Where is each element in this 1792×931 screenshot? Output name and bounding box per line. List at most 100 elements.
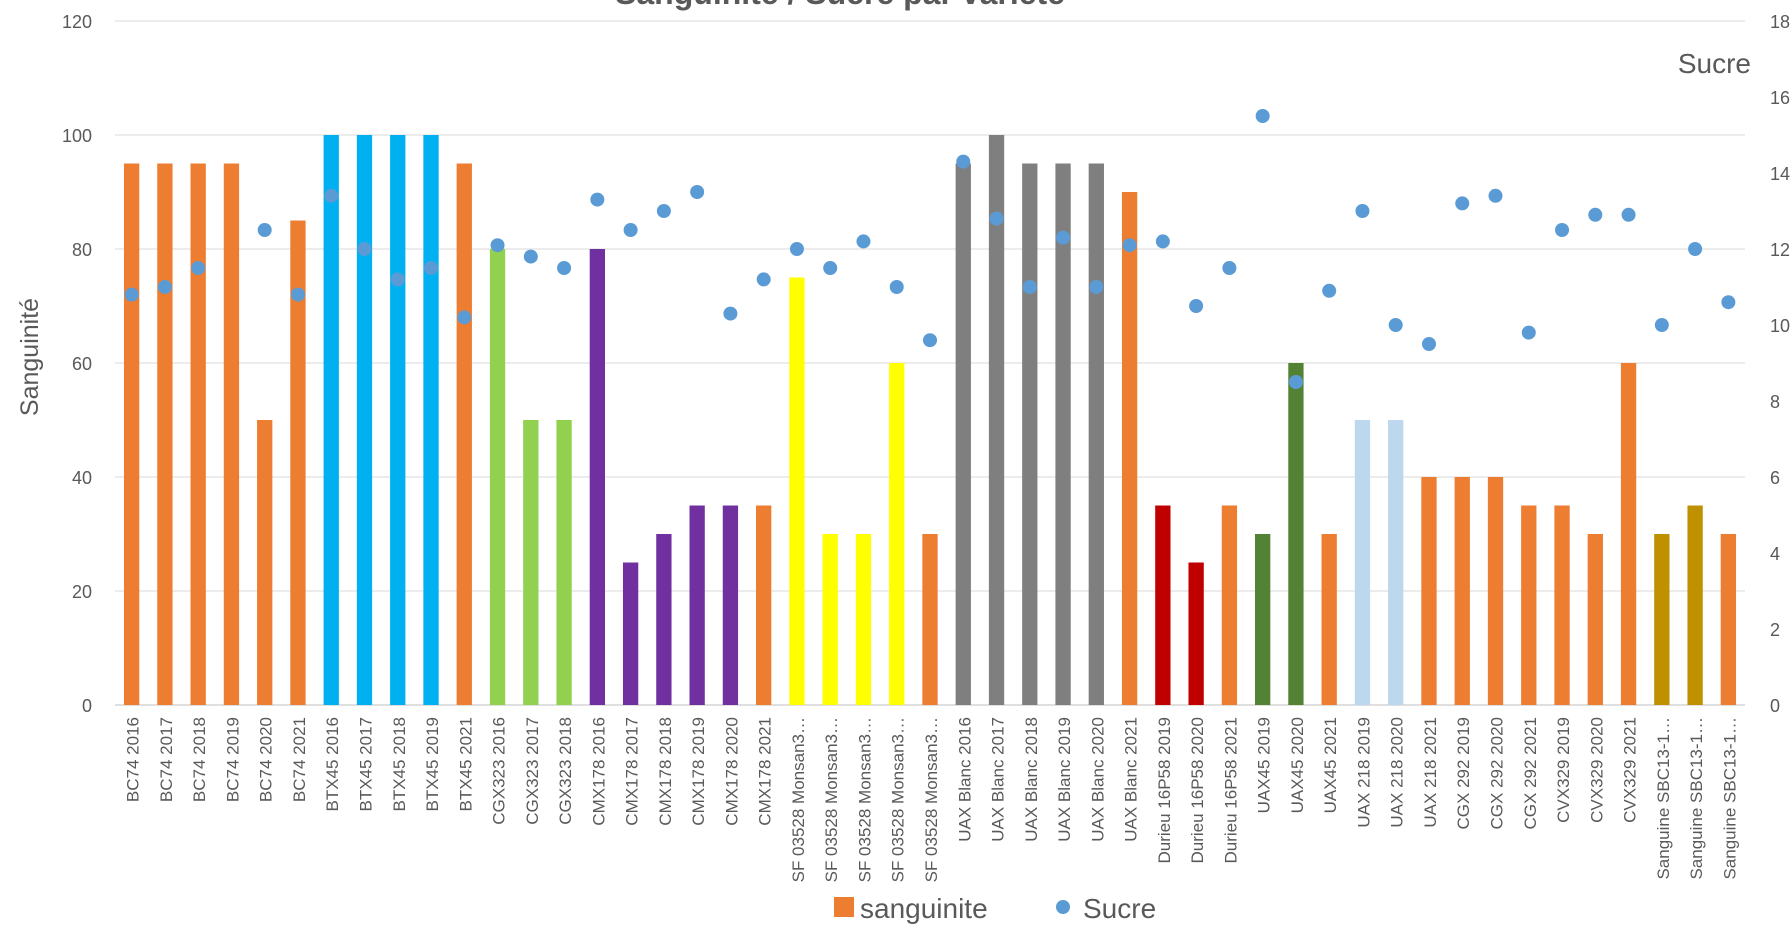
y-tick-label: 100 [62,126,92,146]
x-tick-label: UAX Blanc 2016 [955,717,974,842]
x-tick-label: BC74 2018 [190,717,209,802]
x-tick-label: BC74 2016 [124,717,143,802]
y2-tick-label: 6 [1770,468,1780,488]
x-tick-label: UAX Blanc 2021 [1122,717,1141,842]
bar [556,420,572,705]
bar [622,562,639,705]
scatter-point [823,261,838,275]
x-tick-label: CMX178 2021 [756,717,775,826]
scatter-point [889,280,904,294]
scatter-point [656,204,671,218]
x-tick-label: SF 03528 Monsan3… [789,717,808,882]
bar [1221,505,1238,705]
scatter-point [1621,207,1636,222]
scatter-point [723,306,738,321]
bar [988,135,1005,705]
bar [1188,562,1204,705]
bar [722,505,739,705]
gridlines [115,20,1745,706]
y2-tick-label: 0 [1770,696,1780,716]
scatter-point [157,280,172,294]
x-tick-label: CVX329 2020 [1587,717,1606,823]
bar [1620,363,1637,705]
bar [756,505,772,705]
x-tick-label: BTX45 2018 [390,717,409,812]
scatter-point [324,188,339,203]
bar [789,277,805,705]
bar [1487,477,1504,705]
scatter-point [1721,295,1736,310]
scatter-point [1421,337,1436,351]
scatter-point [1488,188,1503,203]
bar [489,249,506,705]
bar [523,420,539,705]
bar [356,135,373,705]
y2-tick-label: 16 [1770,88,1790,108]
bar [1022,163,1038,705]
scatter-point [557,261,572,275]
x-tick-label: UAX Blanc 2019 [1055,717,1074,842]
x-tick-label: UAX45 2021 [1321,717,1340,813]
bar [223,163,240,705]
bar [1421,477,1437,705]
scatter-point [1588,207,1603,222]
x-tick-label: CVX329 2019 [1554,717,1573,823]
x-tick-label: UAX Blanc 2017 [989,717,1008,842]
x-tick-label: CMX178 2017 [623,717,642,826]
bar [1288,363,1304,705]
scatter-point [390,272,405,287]
y2-tick-label: 2 [1770,620,1780,640]
bar [1255,534,1271,705]
bar [323,135,339,705]
scatter-point [1222,261,1237,275]
scatter-point [290,287,305,302]
x-tick-label: Durieu 16P58 2021 [1221,717,1240,864]
bar [955,163,971,705]
x-tick-label: BTX45 2016 [323,717,342,812]
scatter-point [1455,196,1470,211]
bar [1687,505,1703,705]
scatter-point [923,333,937,348]
bar [889,363,905,705]
scatter-point [257,223,272,237]
y-tick-label: 40 [72,468,92,488]
x-tick-label: BTX45 2021 [456,717,475,812]
y2-tick-label: 18 [1770,12,1790,32]
x-tick-label: CGX 292 2020 [1488,717,1507,829]
x-tick-label: BC74 2019 [223,717,242,802]
y2-tick-label: 8 [1770,392,1780,412]
scatter-point [989,211,1004,226]
bar [1521,505,1537,705]
chart-title: Sanguinite / Sucre par variete [615,0,1065,11]
x-tick-label: Sanguine SBC13-1… [1687,717,1706,880]
x-tick-label: UAX Blanc 2018 [1022,717,1041,842]
x-tick-label: UAX 218 2021 [1421,717,1440,828]
bar [689,505,705,705]
legend-label-sucre: Sucre [1083,893,1156,924]
bar [1155,505,1171,705]
bar [123,163,140,705]
y-tick-label: 120 [62,12,92,32]
x-tick-label: Durieu 16P58 2020 [1188,717,1207,864]
x-tick-label: Sanguine SBC13-1… [1720,717,1739,880]
x-tick-label: UAX 218 2019 [1354,717,1373,828]
y-tick-label: 80 [72,240,92,260]
y2-tick-label: 12 [1770,240,1790,260]
bar [589,249,605,705]
x-tick-label: CVX329 2021 [1621,717,1640,823]
bar [1654,534,1670,705]
bar [1587,534,1603,705]
scatter-point [1122,238,1137,253]
scatter-point [1089,280,1104,294]
x-tick-label: BC74 2021 [290,717,309,802]
scatter-point [1654,318,1669,332]
bar [1720,534,1737,705]
bar [855,534,872,705]
bar [456,163,472,705]
y-tick-label: 0 [82,696,92,716]
bar [390,135,406,705]
scatter-point [1521,325,1536,340]
y-tick-label: 20 [72,582,92,602]
x-tick-label: BTX45 2019 [423,717,442,812]
